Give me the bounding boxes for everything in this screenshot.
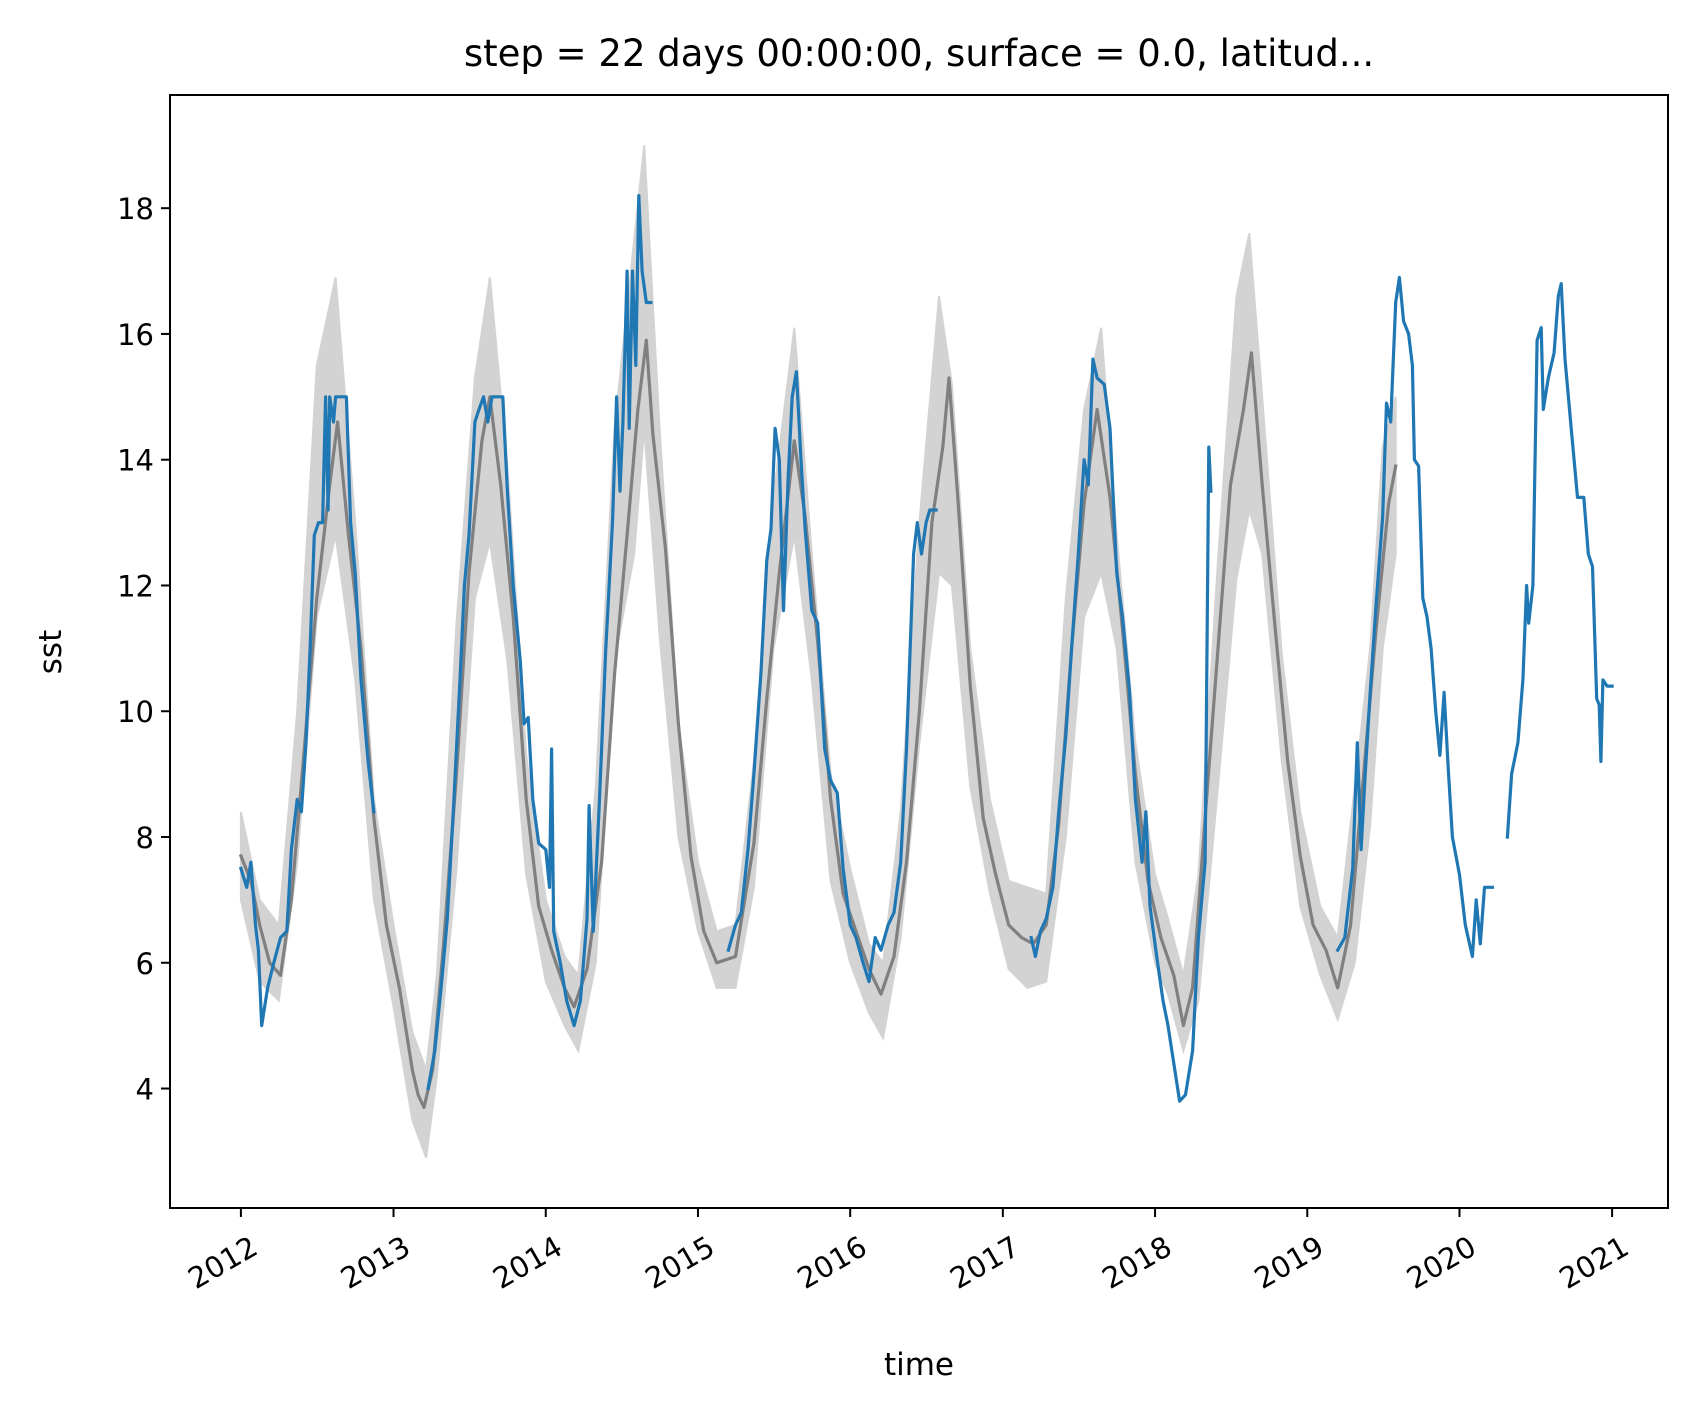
y-tick-label: 18 bbox=[117, 192, 154, 226]
x-axis-label: time bbox=[884, 1347, 954, 1383]
y-tick-label: 6 bbox=[136, 947, 154, 981]
series-2-line-segment-2 bbox=[726, 370, 938, 984]
chart-title: step = 22 days 00:00:00, surface = 0.0, … bbox=[464, 32, 1374, 75]
series-2-line-segment-0 bbox=[238, 395, 376, 1028]
series-2-line-segment-1 bbox=[426, 194, 653, 1091]
y-axis: 4 6 8 10 12 14 16 18 bbox=[117, 192, 170, 1107]
y-tick-label: 10 bbox=[117, 695, 154, 729]
series-2-line-segment-4 bbox=[1335, 275, 1495, 959]
y-tick-label: 8 bbox=[136, 821, 154, 855]
series-2-line-segment-5 bbox=[1505, 282, 1614, 839]
y-tick-label: 14 bbox=[117, 444, 154, 478]
series-1-line bbox=[238, 338, 1398, 1110]
y-tick-label: 16 bbox=[117, 318, 154, 352]
series-2-line-segment-3 bbox=[1029, 357, 1213, 1103]
y-axis-label: sst bbox=[33, 630, 69, 674]
y-tick-label: 4 bbox=[136, 1073, 154, 1107]
plot-area bbox=[238, 145, 1614, 1159]
y-tick-label: 12 bbox=[117, 569, 154, 603]
axes-frame bbox=[169, 94, 1669, 1209]
